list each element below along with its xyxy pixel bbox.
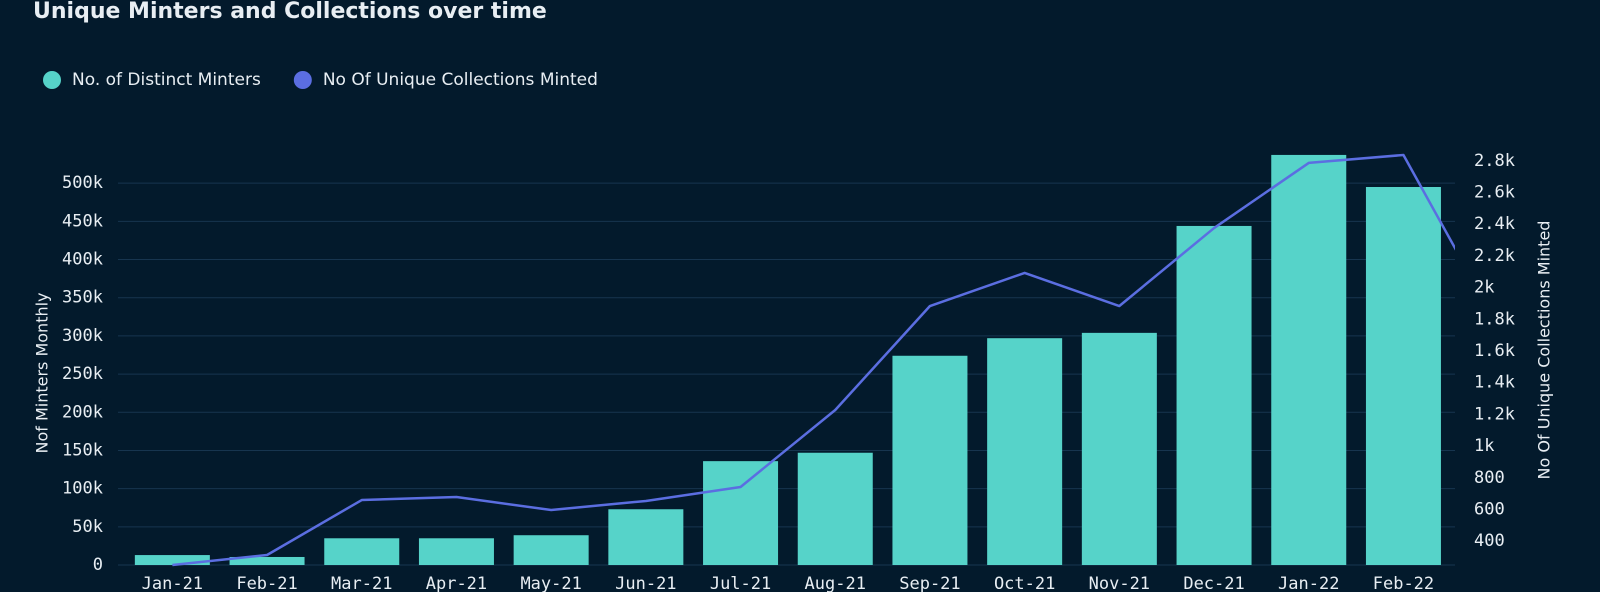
y-tick-label: 500k [62,173,103,193]
y-tick-label: 250k [62,364,103,384]
y2-tick-label: 2.6k [1474,183,1515,203]
y2-tick-label: 1.4k [1474,373,1515,393]
y2-tick-label: 2.8k [1474,151,1515,171]
y2-tick-label: 1k [1474,436,1494,456]
bar [1365,187,1441,565]
y-tick-label: 0 [93,555,103,575]
bar [987,338,1063,565]
bar [892,355,968,565]
legend-label: No Of Unique Collections Minted [323,70,598,90]
y2-tick-label: 1.2k [1474,404,1515,424]
x-tick-label: Nov-21 [1089,574,1150,592]
x-tick-label: Aug-21 [805,574,866,592]
x-tick-label: Mar-21 [331,574,392,592]
y2-tick-label: 600 [1474,500,1505,520]
bar [608,509,684,565]
line [172,153,1455,567]
bar [418,538,494,565]
x-tick-label: Jan-22 [1278,574,1339,592]
bar [513,535,589,565]
x-tick-label: Jun-21 [615,574,676,592]
y2-tick-label: 1.6k [1474,341,1515,361]
x-tick-label: Oct-21 [994,574,1055,592]
y2-tick-label: 2k [1474,278,1494,298]
bar [1271,154,1347,565]
y2-tick-label: 800 [1474,468,1505,488]
y2-tick-label: 400 [1474,531,1505,551]
chart-title: Unique Minters and Collections over time [33,0,547,24]
y-tick-label: 350k [62,288,103,308]
y2-tick-label: 1.8k [1474,309,1515,329]
legend-marker [293,71,312,89]
bar [703,461,779,565]
x-tick-label: Jan-21 [142,574,203,592]
x-tick-label: Jul-21 [710,574,771,592]
x-tick-label: Feb-21 [236,574,297,592]
x-tick-label: May-21 [520,574,581,592]
grid [118,182,1455,566]
bar [1176,225,1252,566]
y-axis-title: Nof Minters Monthly [33,292,52,453]
bar [324,538,400,565]
y-tick-label: 400k [62,250,103,270]
y2-tick-label: 2.2k [1474,246,1515,266]
y-tick-label: 450k [62,211,103,231]
plot-area [134,153,1455,567]
y-tick-label: 150k [62,440,103,460]
legend-marker [43,71,61,89]
bar [134,555,210,565]
y2-tick-label: 2.4k [1474,214,1515,234]
x-tick-label: Feb-22 [1373,574,1434,592]
y-tick-label: 300k [62,326,103,346]
y2-axis-title: No Of Unique Collections Minted [1535,221,1554,480]
x-tick-label: Sep-21 [899,574,960,592]
bar [229,556,305,565]
bar [1081,332,1157,565]
y-tick-label: 200k [62,402,103,422]
y-tick-label: 50k [72,517,103,537]
x-tick-label: Apr-21 [426,574,487,592]
x-tick-label: Dec-21 [1183,574,1244,592]
bar [797,452,873,565]
y-tick-label: 100k [62,479,103,499]
legend-label: No. of Distinct Minters [72,70,261,90]
